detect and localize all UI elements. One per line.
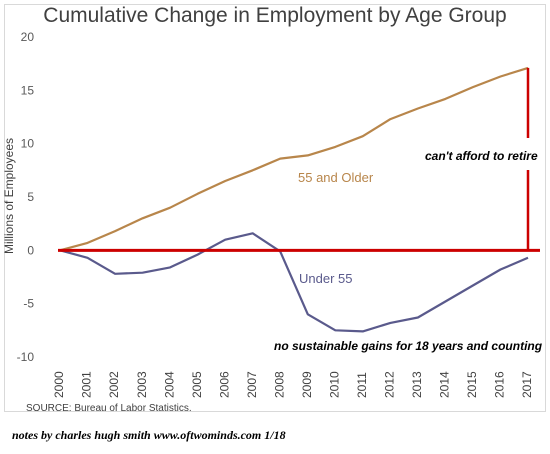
series-label-under-55: Under 55	[299, 271, 352, 286]
x-tick-label: 2009	[300, 371, 314, 398]
x-tick-label: 2006	[217, 371, 231, 398]
x-tick-label: 2016	[493, 371, 507, 398]
y-tick-label: 0	[27, 243, 34, 257]
series-label-55-and-older: 55 and Older	[298, 170, 374, 185]
x-tick-label: 2014	[438, 371, 452, 398]
x-tick-label: 2011	[355, 372, 369, 398]
x-tick-label: 2000	[52, 371, 66, 398]
x-tick-label: 2012	[383, 371, 397, 398]
annotation-no-sustainable-gains: no sustainable gains for 18 years and co…	[274, 339, 543, 353]
series-line-55-and-older	[59, 66, 529, 252]
y-tick-label: 20	[21, 30, 35, 44]
x-tick-label: 2004	[162, 371, 176, 398]
x-tick-label: 2002	[107, 371, 121, 398]
x-tick-label: 2005	[190, 371, 204, 398]
y-tick-label: 10	[21, 137, 35, 151]
y-tick-label: -10	[17, 350, 35, 364]
series-line-under-55	[59, 232, 529, 333]
x-tick-label: 2015	[465, 371, 479, 398]
chart-title: Cumulative Change in Employment by Age G…	[43, 4, 507, 27]
x-tick-label: 2017	[520, 371, 534, 398]
x-tick-label: 2010	[327, 371, 341, 398]
source-note: SOURCE: Bureau of Labor Statistics.	[26, 403, 192, 414]
x-tick-label: 2007	[245, 371, 259, 398]
y-tick-label: 15	[21, 83, 35, 97]
x-tick-label: 2001	[80, 371, 94, 398]
chart-frame	[4, 4, 546, 412]
annotation-cant-afford-to-retire: can't afford to retire	[425, 149, 538, 163]
y-tick-label: 5	[27, 190, 34, 204]
x-tick-label: 2008	[272, 371, 286, 398]
x-tick-label: 2013	[410, 371, 424, 398]
x-tick-label: 2003	[135, 371, 149, 398]
y-axis-label: Millions of Employees	[2, 138, 16, 254]
y-tick-label: -5	[23, 297, 34, 311]
author-notes: notes by charles hugh smith www.oftwomin…	[12, 428, 286, 442]
